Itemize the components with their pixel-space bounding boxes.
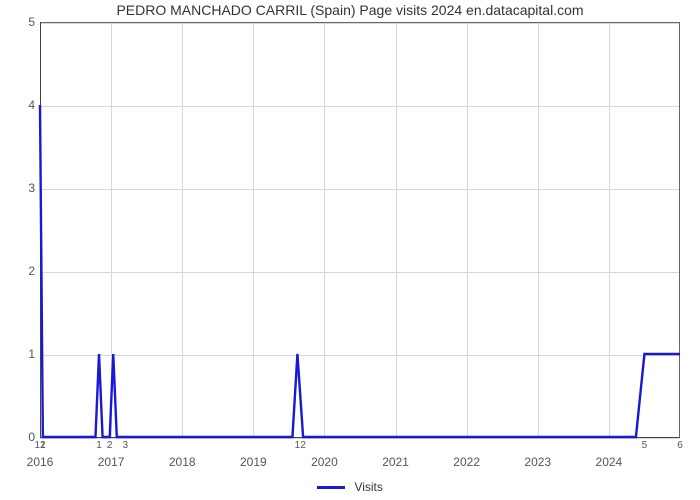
visits-chart: PEDRO MANCHADO CARRIL (Spain) Page visit… <box>0 0 700 500</box>
y-tick-label: 0 <box>0 430 35 444</box>
legend-swatch <box>317 486 345 489</box>
data-point-label: 2 <box>107 440 113 451</box>
data-point-label: 5 <box>642 440 648 451</box>
x-tick-label: 2019 <box>240 455 267 469</box>
y-tick-label: 1 <box>0 347 35 361</box>
x-tick-label: 2016 <box>27 455 54 469</box>
data-point-label: 3 <box>123 440 129 451</box>
data-point-label: 6 <box>677 440 683 451</box>
y-tick-label: 2 <box>0 264 35 278</box>
visits-line <box>40 22 680 437</box>
x-tick-label: 2022 <box>453 455 480 469</box>
legend-label: Visits <box>354 480 382 494</box>
chart-legend: Visits <box>0 480 700 494</box>
data-point-label: 1 <box>96 440 102 451</box>
y-tick-label: 5 <box>0 15 35 29</box>
x-tick-label: 2024 <box>596 455 623 469</box>
chart-title: PEDRO MANCHADO CARRIL (Spain) Page visit… <box>0 2 700 18</box>
x-tick-label: 2020 <box>311 455 338 469</box>
y-tick-label: 4 <box>0 98 35 112</box>
x-tick-label: 2021 <box>382 455 409 469</box>
x-tick-label: 2018 <box>169 455 196 469</box>
data-point-label: 2 <box>300 440 306 451</box>
x-tick-label: 2017 <box>98 455 125 469</box>
data-point-label: 1 <box>40 440 46 451</box>
y-tick-label: 3 <box>0 181 35 195</box>
x-tick-label: 2023 <box>524 455 551 469</box>
